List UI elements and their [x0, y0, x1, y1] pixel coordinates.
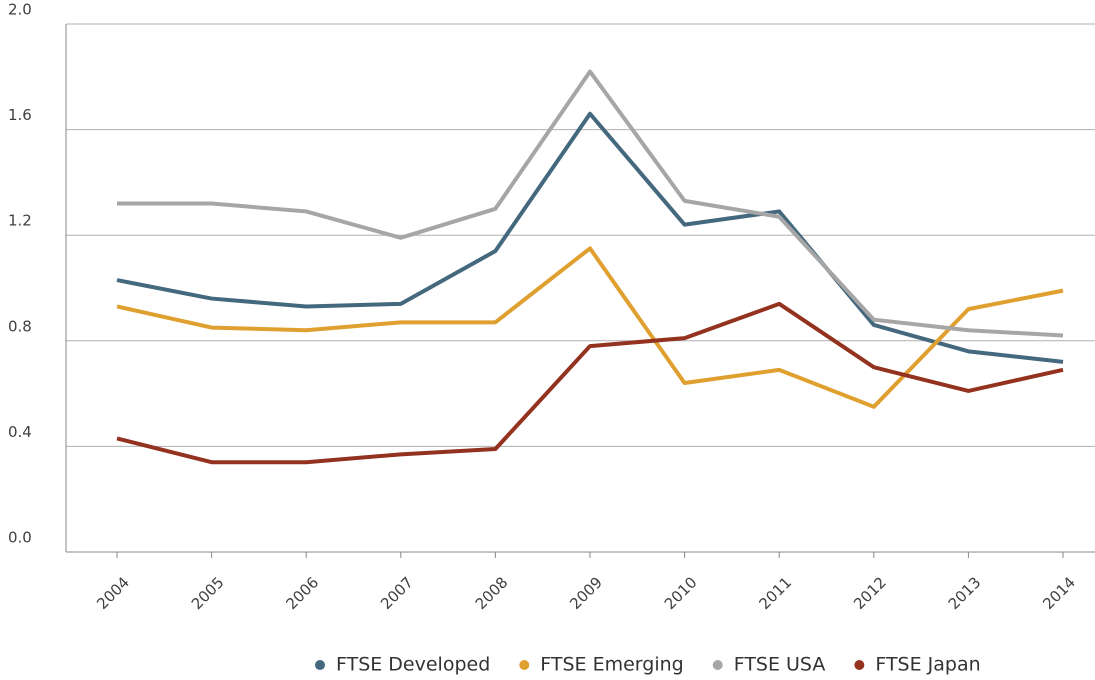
legend-label: FTSE Developed: [336, 654, 490, 676]
series-line: [116, 111, 1064, 364]
x-tick-label: 2007: [377, 573, 417, 613]
x-tick-label: 2006: [282, 573, 322, 613]
y-tick-label: 0.8: [8, 317, 32, 335]
legend-marker: [315, 660, 325, 670]
series-line: [117, 69, 1064, 338]
x-tick-label: 2010: [661, 573, 701, 613]
legend-marker: [712, 660, 723, 670]
legend-label: FTSE USA: [734, 654, 826, 676]
x-tick-label: 2009: [566, 573, 606, 613]
series-line: [116, 246, 1064, 409]
x-tick-label: 2011: [755, 573, 795, 613]
legend-marker: [854, 660, 865, 670]
x-tick-label: 2012: [850, 573, 890, 613]
x-tick-label: 2014: [1039, 573, 1079, 613]
series-line: [116, 301, 1064, 465]
y-tick-label: 0.0: [8, 529, 32, 547]
x-tick-label: 2005: [188, 573, 228, 613]
legend-label: FTSE Emerging: [540, 654, 683, 676]
y-tick-label: 1.6: [8, 106, 32, 124]
legend-marker: [519, 660, 530, 670]
y-tick-label: 1.2: [8, 212, 32, 230]
legend-label: FTSE Japan: [875, 654, 980, 676]
y-tick-label: 2.0: [8, 1, 32, 19]
y-tick-label: 0.4: [8, 423, 32, 441]
x-tick-label: 2004: [93, 573, 133, 613]
x-tick-label: 2013: [945, 573, 985, 613]
x-tick-label: 2008: [472, 573, 512, 613]
